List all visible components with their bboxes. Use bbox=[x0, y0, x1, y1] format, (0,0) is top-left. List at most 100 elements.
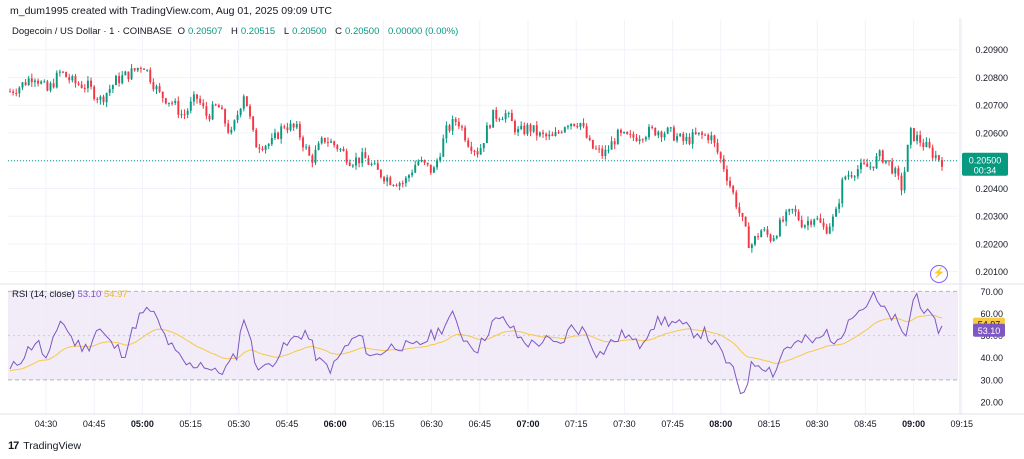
high-label: H bbox=[231, 26, 238, 37]
candle-body bbox=[40, 81, 43, 84]
candle-body bbox=[701, 132, 703, 135]
candle-body bbox=[750, 244, 753, 248]
candle-body bbox=[638, 139, 641, 142]
candle-body bbox=[648, 126, 650, 138]
candle-body bbox=[298, 124, 301, 138]
candle-body bbox=[825, 226, 828, 234]
candle-body bbox=[641, 139, 644, 141]
candle-body bbox=[813, 219, 816, 225]
candle-body bbox=[174, 100, 177, 103]
candle-body bbox=[105, 93, 108, 103]
candle-body bbox=[242, 96, 245, 109]
candle-body bbox=[383, 177, 386, 182]
candle-body bbox=[74, 76, 77, 84]
candle-body bbox=[872, 166, 875, 169]
time-tick-label: 07:30 bbox=[613, 419, 636, 429]
candle-body bbox=[794, 208, 797, 212]
tradingview-brand[interactable]: 17 TradingView bbox=[8, 440, 81, 452]
symbol-title: Dogecoin / US Dollar · 1 · COINBASE bbox=[12, 26, 172, 37]
candle-body bbox=[510, 112, 513, 122]
candle-body bbox=[143, 68, 145, 70]
candle-body bbox=[651, 126, 654, 128]
candle-body bbox=[83, 87, 86, 89]
candle-body bbox=[928, 142, 931, 148]
candle-body bbox=[164, 98, 167, 104]
candle-body bbox=[439, 156, 442, 161]
candle-body bbox=[922, 142, 925, 147]
candle-body bbox=[644, 137, 647, 140]
candle-body bbox=[523, 125, 526, 135]
time-tick-label: 08:45 bbox=[854, 419, 877, 429]
candle-body bbox=[582, 123, 585, 127]
candle-body bbox=[800, 219, 803, 228]
candle-body bbox=[657, 131, 660, 136]
candle-body bbox=[348, 162, 351, 166]
candle-body bbox=[292, 123, 295, 128]
last-price-tag bbox=[962, 152, 1008, 176]
price-tick-label: 0.20100 bbox=[975, 267, 1008, 277]
candle-body bbox=[782, 219, 784, 222]
candle-body bbox=[934, 155, 937, 158]
candle-body bbox=[760, 230, 763, 238]
candle-body bbox=[457, 121, 460, 127]
time-tick-label: 05:30 bbox=[228, 419, 251, 429]
candle-body bbox=[121, 75, 124, 84]
lightning-bolt-icon[interactable]: ⚡ bbox=[930, 265, 948, 283]
candle-body bbox=[844, 176, 847, 180]
candle-body bbox=[308, 146, 311, 156]
candle-body bbox=[551, 134, 554, 137]
candle-body bbox=[676, 136, 679, 141]
candle-body bbox=[775, 236, 778, 239]
candle-body bbox=[732, 186, 735, 193]
candle-body bbox=[423, 160, 426, 163]
candle-body bbox=[869, 166, 872, 168]
candle-body bbox=[788, 209, 791, 212]
candle-body bbox=[797, 211, 800, 220]
candle-body bbox=[891, 161, 894, 174]
candle-body bbox=[404, 177, 407, 184]
price-tick-label: 0.20300 bbox=[975, 212, 1008, 222]
price-tick-label: 0.20200 bbox=[975, 239, 1008, 249]
candle-body bbox=[828, 226, 831, 234]
candle-body bbox=[735, 192, 738, 208]
candle-body bbox=[464, 127, 467, 141]
candle-body bbox=[339, 148, 342, 150]
candle-body bbox=[239, 108, 242, 116]
candle-body bbox=[333, 141, 336, 146]
candle-body bbox=[937, 155, 940, 160]
candle-body bbox=[211, 104, 214, 120]
candle-body bbox=[230, 129, 233, 133]
candle-body bbox=[398, 183, 401, 187]
price-tick-label: 0.20600 bbox=[975, 128, 1008, 138]
candle-body bbox=[585, 126, 588, 138]
candle-body bbox=[629, 134, 632, 136]
candle-body bbox=[189, 101, 192, 111]
time-tick-label: 07:45 bbox=[661, 419, 684, 429]
candle-body bbox=[30, 78, 33, 83]
candle-body bbox=[355, 157, 357, 166]
candle-body bbox=[183, 114, 186, 116]
candle-body bbox=[741, 213, 744, 218]
candle-body bbox=[451, 118, 454, 131]
candle-body bbox=[476, 151, 479, 155]
candle-body bbox=[118, 75, 121, 84]
time-tick-label: 09:15 bbox=[951, 419, 974, 429]
candle-body bbox=[86, 80, 89, 89]
candle-body bbox=[161, 91, 164, 99]
candle-body bbox=[220, 107, 223, 110]
candle-body bbox=[445, 125, 448, 139]
bar-timer: 00:34 bbox=[974, 166, 997, 176]
candle-body bbox=[479, 148, 482, 155]
candle-body bbox=[598, 148, 601, 150]
time-tick-label: 06:15 bbox=[372, 419, 395, 429]
candle-body bbox=[616, 129, 619, 145]
candle-body bbox=[835, 208, 837, 217]
candle-body bbox=[9, 91, 11, 93]
candle-body bbox=[180, 114, 183, 116]
time-tick-label: 06:00 bbox=[324, 419, 347, 429]
candle-body bbox=[71, 76, 74, 81]
candle-body bbox=[273, 132, 276, 138]
time-tick-label: 05:45 bbox=[276, 419, 299, 429]
candle-body bbox=[526, 124, 529, 135]
